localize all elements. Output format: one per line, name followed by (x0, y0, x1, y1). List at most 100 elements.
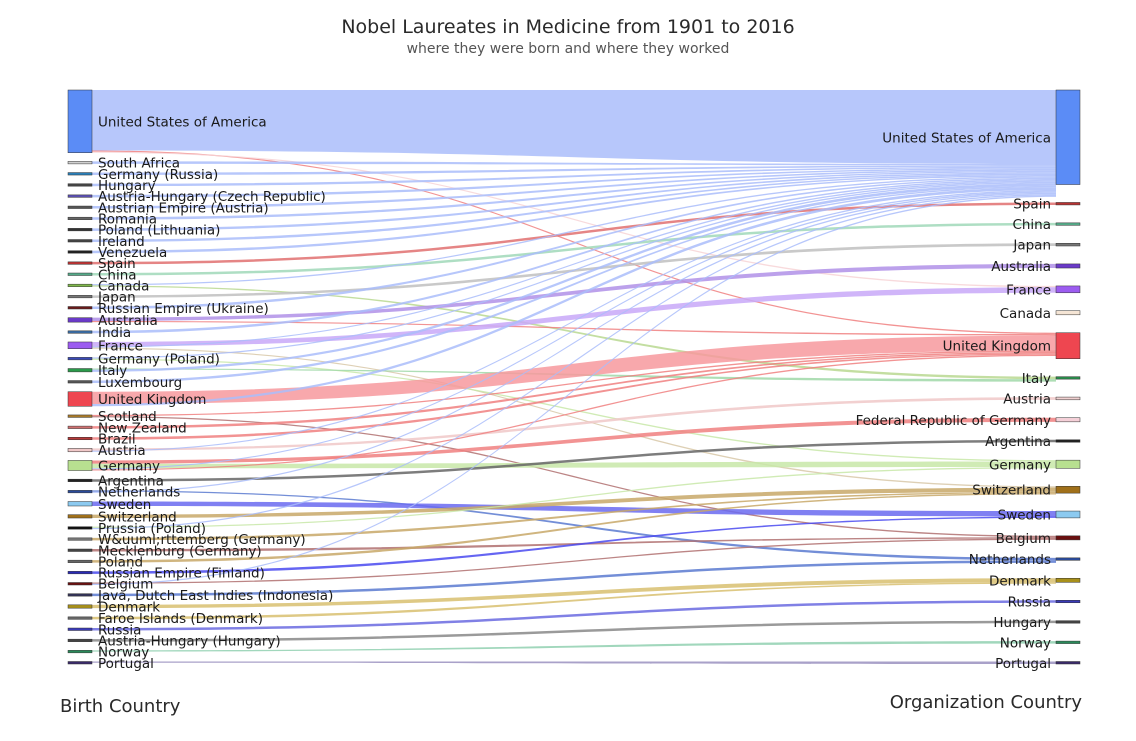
right-node-3 (1055, 243, 1081, 247)
left-node-0 (67, 89, 93, 153)
link-10 (92, 173, 1056, 243)
left-node-13 (67, 295, 93, 299)
link-56 (92, 582, 1056, 620)
left-node-26 (67, 460, 93, 471)
left-node-22 (67, 414, 93, 418)
right-node-8 (1055, 376, 1081, 380)
link-12 (92, 202, 1056, 265)
right-node-20 (1055, 640, 1081, 644)
left-node-31 (67, 526, 93, 530)
link-30 (92, 187, 1056, 407)
right-node-label-15: Belgium (996, 531, 1051, 547)
link-59 (92, 641, 1056, 652)
left-node-label-28: Netherlands (98, 485, 180, 501)
left-node-label-26: Germany (98, 458, 160, 474)
link-3 (92, 161, 1056, 166)
link-53 (92, 195, 1056, 585)
right-node-4 (1055, 263, 1081, 269)
left-axis-label: Birth Country (60, 696, 181, 717)
link-22 (92, 180, 1056, 348)
left-node-20 (67, 380, 93, 384)
link-55 (92, 578, 1056, 609)
left-node-label-40: Russia (98, 622, 141, 638)
link-11 (92, 174, 1056, 254)
link-14 (92, 176, 1056, 286)
right-node-label-12: Germany (989, 457, 1051, 473)
link-2 (92, 151, 1056, 288)
right-node-label-11: Argentina (985, 434, 1051, 450)
link-42 (92, 490, 1056, 561)
left-node-label-39: Faroe Islands (Denmark) (98, 611, 263, 627)
link-51 (92, 516, 1056, 574)
left-node-36 (67, 582, 93, 586)
left-node-3 (67, 183, 93, 187)
left-node-label-22: Scotland (98, 409, 157, 425)
left-node-label-1: South Africa (98, 156, 180, 172)
left-node-label-36: Belgium (98, 577, 153, 593)
left-node-label-11: China (98, 267, 137, 283)
left-node-10 (67, 261, 93, 265)
left-node-label-23: New Zealand (98, 420, 187, 436)
left-node-label-7: Poland (Lithuania) (98, 223, 220, 239)
right-node-12 (1055, 459, 1081, 469)
left-node-11 (67, 272, 93, 276)
right-node-17 (1055, 577, 1081, 583)
left-node-38 (67, 604, 93, 609)
right-node-label-21: Portugal (995, 656, 1051, 672)
link-46 (92, 467, 1056, 528)
link-4 (92, 165, 1056, 176)
right-node-14 (1055, 510, 1081, 519)
link-19 (92, 321, 1056, 336)
left-node-29 (67, 501, 93, 507)
left-node-label-31: Prussia (Poland) (98, 521, 206, 537)
link-40 (92, 354, 1056, 471)
link-45 (92, 487, 1056, 519)
left-node-35 (67, 571, 93, 575)
left-node-label-43: Portugal (98, 656, 154, 672)
left-node-label-4: Austria-Hungary (Czech Republic) (98, 189, 326, 205)
left-node-4 (67, 194, 93, 198)
left-node-label-34: Poland (98, 554, 143, 570)
right-node-6 (1055, 310, 1081, 316)
left-node-label-37: Java, Dutch East Indies (Indonesia) (97, 588, 333, 604)
link-6 (92, 168, 1056, 198)
link-37 (92, 417, 1056, 464)
left-node-18 (67, 357, 93, 361)
right-axis-label: Organization Country (889, 692, 1082, 713)
right-node-10 (1055, 417, 1081, 423)
right-node-19 (1055, 620, 1081, 624)
link-17 (92, 177, 1056, 310)
link-35 (92, 397, 1056, 451)
link-54 (92, 560, 1056, 597)
left-node-label-19: Italy (98, 363, 127, 379)
right-node-label-8: Italy (1022, 371, 1051, 387)
link-23 (92, 347, 1056, 488)
link-31 (92, 350, 1056, 417)
right-node-0 (1055, 89, 1081, 185)
link-13 (92, 222, 1056, 276)
link-27 (92, 183, 1056, 372)
right-node-label-16: Netherlands (969, 552, 1051, 568)
link-25 (92, 358, 1056, 462)
link-0 (92, 90, 1056, 164)
link-29 (92, 335, 1056, 405)
right-node-label-2: China (1012, 217, 1051, 233)
left-node-16 (67, 330, 93, 334)
link-48 (92, 491, 1056, 541)
right-node-18 (1055, 600, 1081, 604)
link-32 (92, 416, 1056, 538)
left-node-28 (67, 490, 93, 494)
links-layer (92, 90, 1056, 664)
left-node-27 (67, 478, 93, 482)
left-node-label-42: Norway (98, 645, 149, 661)
link-34 (92, 353, 1056, 440)
right-node-label-1: Spain (1013, 197, 1051, 213)
right-node-label-0: United States of America (882, 130, 1051, 146)
left-node-2 (67, 172, 93, 176)
left-node-7 (67, 228, 93, 232)
left-node-24 (67, 437, 93, 441)
left-node-label-9: Venezuela (98, 245, 167, 261)
right-node-1 (1055, 202, 1081, 206)
link-38 (92, 461, 1056, 469)
